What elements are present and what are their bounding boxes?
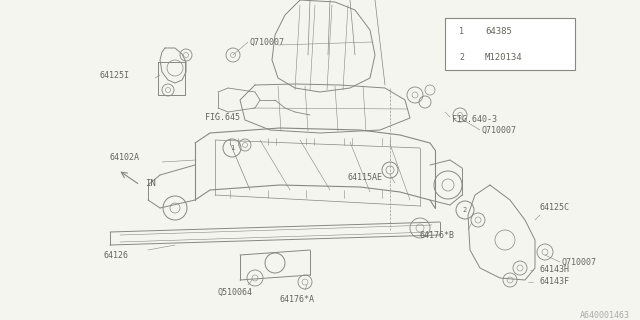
Text: Q710007: Q710007 — [482, 125, 517, 134]
Text: Q710007: Q710007 — [250, 37, 285, 46]
Text: A640001463: A640001463 — [580, 310, 630, 319]
Text: 64143H: 64143H — [540, 266, 570, 275]
Text: 64125I: 64125I — [100, 70, 130, 79]
Text: 1: 1 — [460, 28, 465, 36]
Text: FIG.640-3: FIG.640-3 — [452, 116, 497, 124]
Text: 64126: 64126 — [103, 251, 128, 260]
Text: 2: 2 — [463, 207, 467, 213]
Bar — [445, 18, 575, 70]
Text: 64115AE: 64115AE — [348, 173, 383, 182]
Text: 64125C: 64125C — [540, 204, 570, 212]
Text: M120134: M120134 — [485, 52, 523, 61]
Text: 64385: 64385 — [485, 28, 512, 36]
Text: 64176*A: 64176*A — [280, 294, 315, 303]
Text: Q710007: Q710007 — [562, 258, 597, 267]
Text: Q510064: Q510064 — [218, 287, 253, 297]
Text: 64176*B: 64176*B — [420, 230, 455, 239]
Text: IN: IN — [145, 179, 156, 188]
Text: 64102A: 64102A — [110, 154, 140, 163]
Text: 64143F: 64143F — [540, 277, 570, 286]
Text: 1: 1 — [230, 145, 234, 151]
Text: 2: 2 — [460, 52, 465, 61]
Text: FIG.645: FIG.645 — [205, 113, 240, 122]
